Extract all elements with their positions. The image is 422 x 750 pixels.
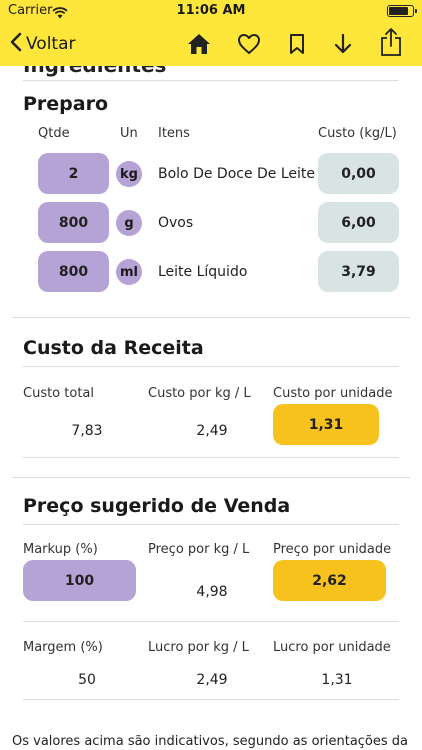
home-icon[interactable] [186, 31, 212, 57]
qty-header: Qtde [38, 126, 70, 141]
back-button[interactable]: Voltar [10, 31, 76, 57]
cost-field[interactable]: 6,00 [318, 202, 399, 243]
divider [23, 699, 399, 700]
back-label: Voltar [26, 34, 76, 54]
item-name: Leite Líquido [158, 264, 248, 280]
price-per-unit-value: 2,62 [273, 560, 386, 601]
markup-field[interactable]: 100 [23, 560, 136, 601]
wifi-icon [52, 4, 68, 23]
price-per-kg-label: Preço por kg / L [148, 542, 250, 557]
margin-label: Margem (%) [23, 640, 103, 655]
price-per-unit-label: Preço por unidade [273, 542, 392, 557]
cost-header: Custo (kg/L) [318, 126, 397, 141]
margin-value: 50 [78, 672, 96, 688]
cost-per-unit-value: 1,31 [273, 404, 379, 445]
markup-label: Markup (%) [23, 542, 98, 557]
total-cost-value: 7,83 [71, 423, 103, 439]
items-header: Itens [158, 126, 190, 141]
item-name: Bolo De Doce De Leite [158, 166, 316, 182]
divider [23, 621, 399, 622]
status-bar: Carrier 11:06 AM [0, 0, 422, 22]
total-cost-label: Custo total [23, 386, 94, 401]
unit-badge[interactable]: ml [116, 259, 142, 285]
divider [12, 317, 410, 318]
unit-header: Un [120, 126, 138, 141]
download-arrow-icon[interactable] [330, 31, 356, 57]
preparo-title: Preparo [23, 93, 109, 115]
chevron-left-icon [10, 32, 22, 57]
custo-receita-title: Custo da Receita [23, 337, 204, 359]
cost-per-kg-label: Custo por kg / L [148, 386, 251, 401]
share-icon[interactable] [378, 27, 404, 57]
divider [23, 457, 399, 458]
navigation-bar: Voltar [0, 22, 422, 66]
disclaimer-text: Os valores acima são indicativos, segund… [12, 734, 409, 749]
profit-per-unit-label: Lucro por unidade [273, 640, 391, 655]
divider [23, 524, 399, 525]
recipe-content[interactable]: Ingredientes Preparo Qtde Un Itens Custo… [0, 66, 422, 750]
qty-field[interactable]: 2 [38, 153, 109, 194]
clock: 11:06 AM [176, 3, 246, 18]
qty-field[interactable]: 800 [38, 202, 109, 243]
ingredients-section-title: Ingredientes [23, 66, 166, 77]
battery-icon [387, 5, 417, 17]
price-per-kg-value: 4,98 [196, 584, 228, 600]
bookmark-icon[interactable] [284, 31, 310, 57]
divider [23, 366, 399, 367]
heart-icon[interactable] [236, 31, 262, 57]
cost-field[interactable]: 0,00 [318, 153, 399, 194]
preco-venda-title: Preço sugerido de Venda [23, 495, 291, 517]
unit-badge[interactable]: kg [116, 161, 142, 187]
divider [23, 80, 399, 81]
cost-field[interactable]: 3,79 [318, 251, 399, 292]
divider [12, 477, 410, 478]
profit-per-kg-value: 2,49 [196, 672, 228, 688]
cost-per-unit-label: Custo por unidade [273, 386, 393, 401]
item-name: Ovos [158, 215, 194, 231]
profit-per-kg-label: Lucro por kg / L [148, 640, 249, 655]
cost-per-kg-value: 2,49 [196, 423, 228, 439]
profit-per-unit-value: 1,31 [321, 672, 353, 688]
carrier-label: Carrier [8, 3, 53, 18]
qty-field[interactable]: 800 [38, 251, 109, 292]
unit-badge[interactable]: g [116, 210, 142, 236]
